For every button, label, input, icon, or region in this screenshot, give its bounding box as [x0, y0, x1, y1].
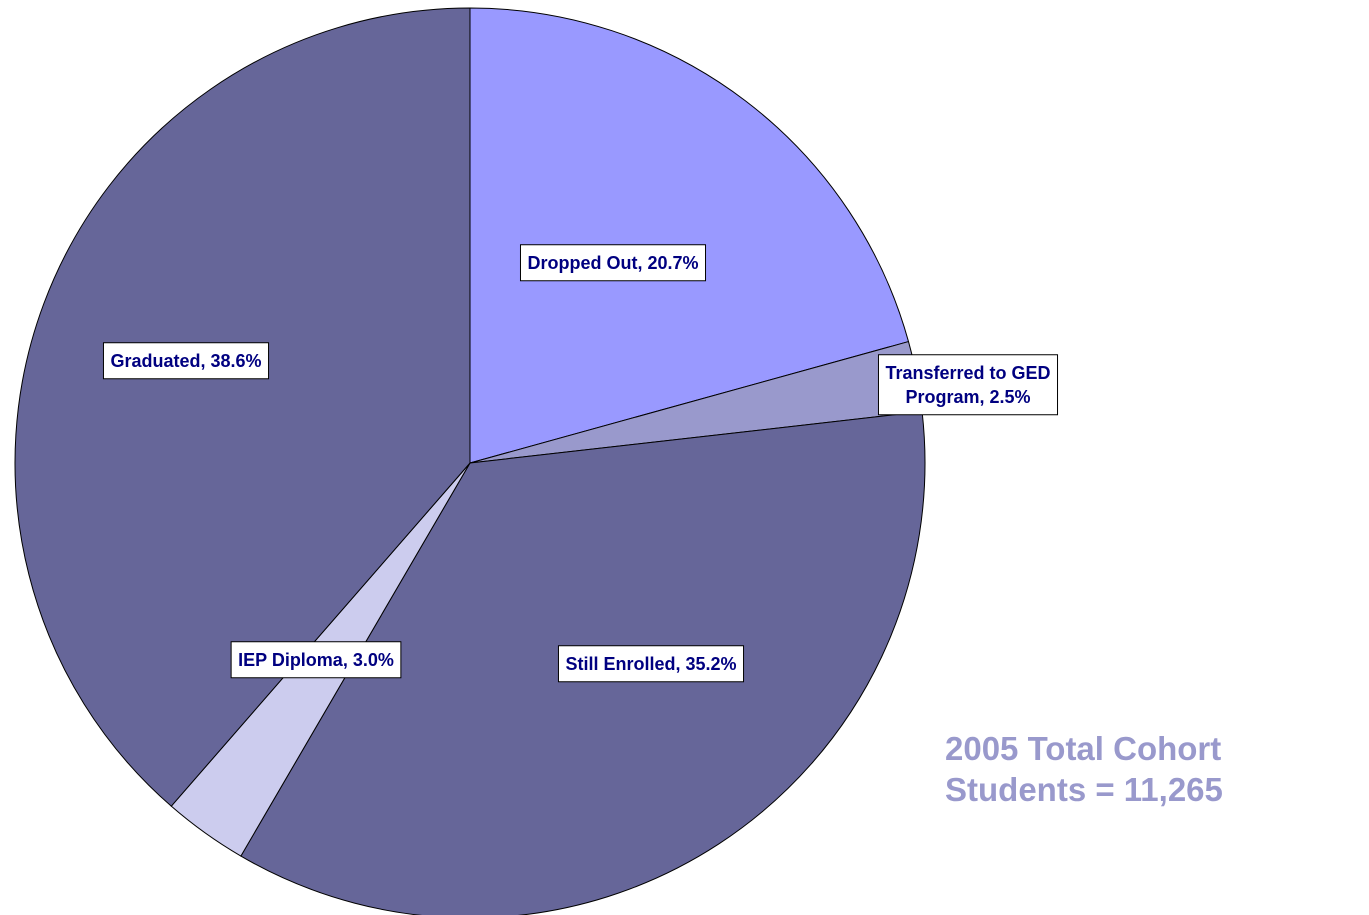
data-label: IEP Diploma, 3.0% [230, 641, 402, 679]
label-box [557, 645, 745, 683]
pie-slice [469, 7, 910, 464]
data-label: Transferred to GED Program, 2.5% [877, 354, 1059, 416]
label-text: Transferred to GED Program, 2.5% [885, 363, 1050, 407]
labels: Dropped Out, 20.7% Transferred to GED Prog… [102, 244, 1059, 683]
label-text: Graduated, 38.6% [110, 351, 261, 371]
label-text: IEP Diploma, 3.0% [238, 650, 394, 670]
label-box [877, 354, 1059, 416]
label-box [102, 342, 270, 380]
data-label: Dropped Out, 20.7% [519, 244, 707, 282]
data-label: Graduated, 38.6% [102, 342, 270, 380]
pie-slice [14, 7, 471, 807]
annotation: 2005 Total Cohort [945, 730, 1221, 767]
label-text: Dropped Out, 20.7% [527, 253, 698, 273]
label-text: Still Enrolled, 35.2% [565, 654, 736, 674]
data-label: Still Enrolled, 35.2% [557, 645, 745, 683]
label-box [230, 641, 402, 679]
pie [14, 7, 926, 915]
label-box [519, 244, 707, 282]
annotation: Students = 11,265 [945, 771, 1223, 808]
